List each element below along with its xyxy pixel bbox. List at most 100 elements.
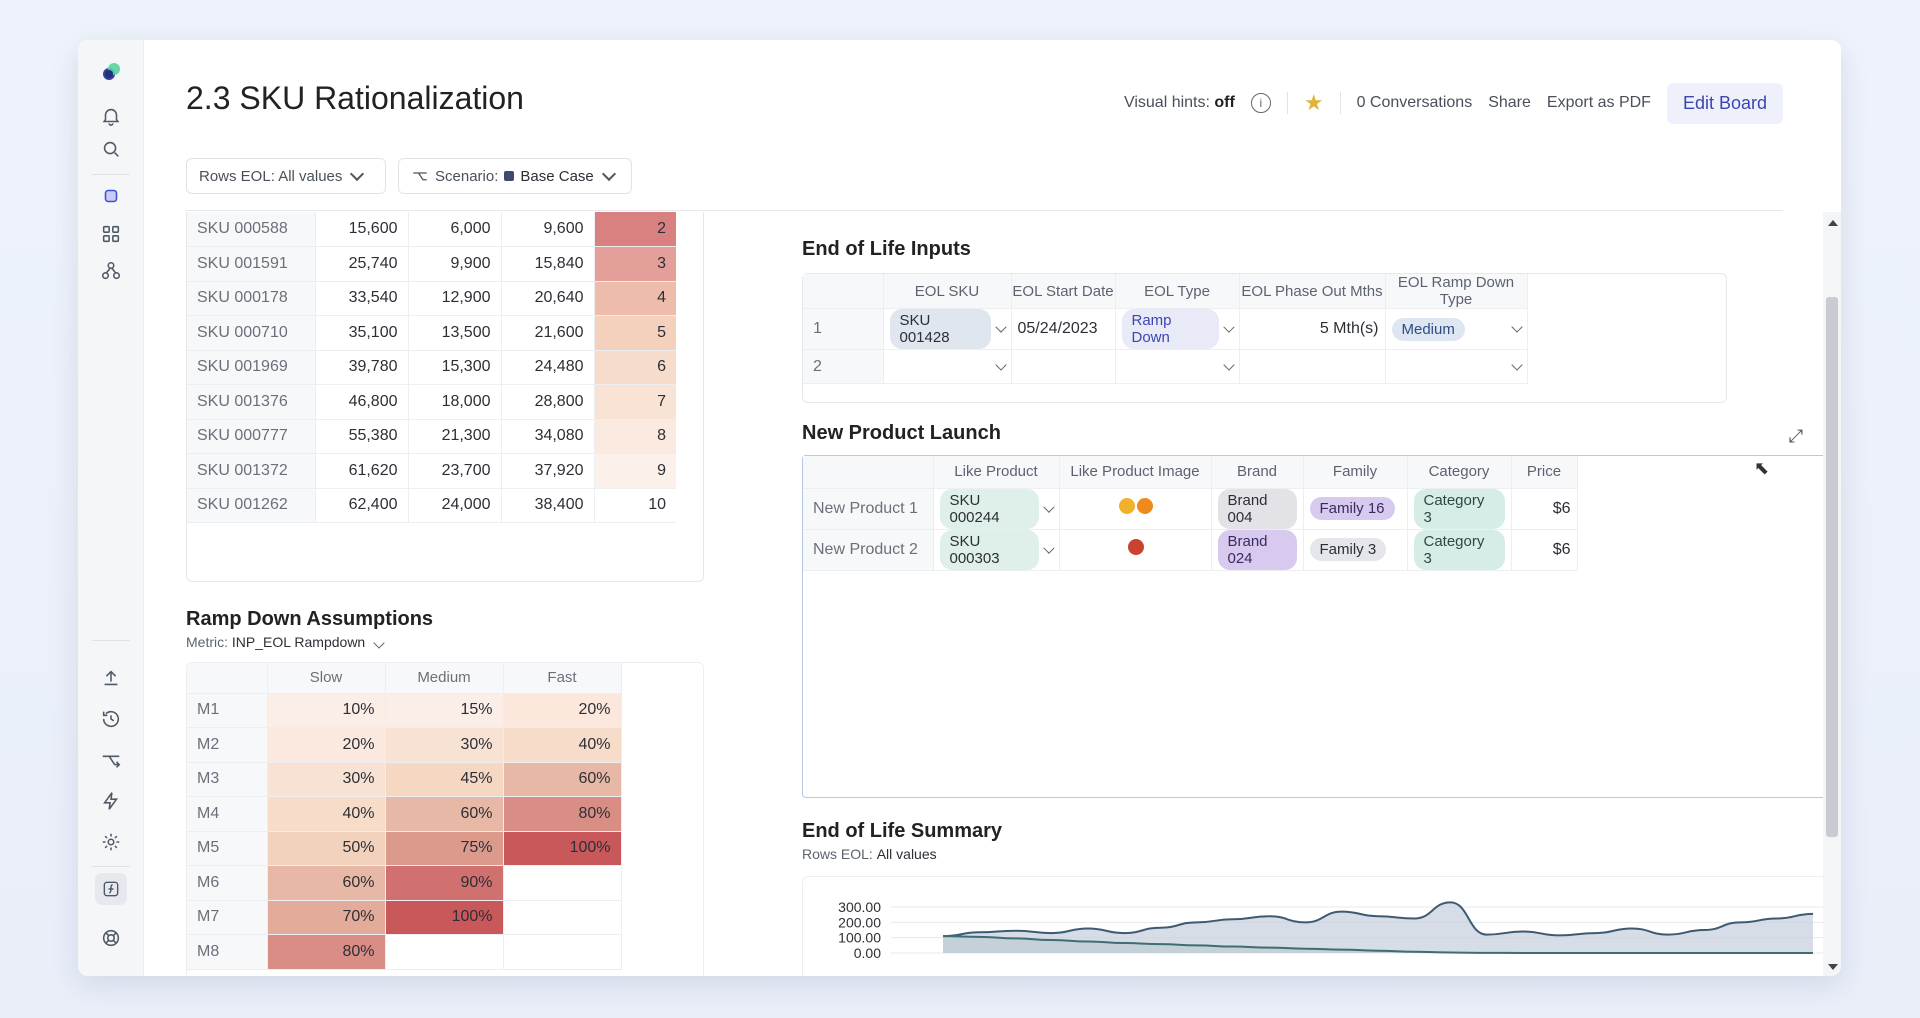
eol-phase-out-mths[interactable] — [1239, 349, 1386, 384]
ramp-cell[interactable]: 80% — [267, 934, 386, 970]
table-row: M5 50% 75% 100% — [187, 831, 622, 866]
ramp-cell[interactable]: 75% — [385, 831, 504, 866]
column-header: EOL Ramp Down Type — [1385, 274, 1528, 309]
bell-icon[interactable] — [97, 102, 125, 130]
family-pill: Family 3 — [1309, 538, 1387, 561]
scenario-filter[interactable]: Scenario: Base Case — [398, 158, 632, 194]
ramp-cell[interactable]: 40% — [503, 727, 622, 763]
visual-hints-toggle[interactable]: Visual hints: off — [1124, 94, 1235, 112]
rows-eol-filter[interactable]: Rows EOL: All values — [186, 158, 386, 194]
summary-filter-label: Rows EOL: — [802, 846, 873, 862]
chevron-down-icon — [1223, 321, 1235, 333]
column-header: Medium — [385, 663, 504, 694]
info-icon[interactable]: i — [1250, 93, 1271, 113]
vertical-scrollbar[interactable] — [1823, 212, 1841, 976]
ramp-cell[interactable]: 60% — [503, 762, 622, 797]
star-icon[interactable]: ★ — [1303, 90, 1324, 115]
table-row: SKU 001376 46,800 18,000 28,800 7 — [187, 384, 676, 420]
family-cell: Family 16 — [1303, 488, 1408, 530]
scroll-up-arrow[interactable] — [1828, 220, 1838, 226]
ramp-cell[interactable]: 80% — [503, 796, 622, 832]
ramp-cell[interactable] — [503, 865, 622, 901]
ramp-cell[interactable]: 30% — [267, 762, 386, 797]
ramp-cell[interactable]: 60% — [385, 796, 504, 832]
eol-start-date[interactable] — [1011, 349, 1116, 384]
column-header: Brand — [1211, 456, 1304, 489]
scroll-thumb[interactable] — [1826, 297, 1838, 837]
export-pdf-button[interactable]: Export as PDF — [1546, 94, 1651, 111]
eol-ramp-type-dropdown[interactable]: Medium — [1385, 308, 1528, 350]
rank-cell: 8 — [594, 419, 676, 454]
ramp-cell[interactable] — [503, 900, 622, 935]
ramp-cell[interactable]: 10% — [267, 693, 386, 728]
rank-cell: 4 — [594, 281, 676, 316]
like-product-dropdown[interactable]: SKU 000303 — [933, 529, 1060, 571]
formula-icon[interactable] — [95, 873, 127, 905]
ramp-cell[interactable]: 40% — [267, 796, 386, 832]
eol-ramp-type-dropdown[interactable] — [1385, 349, 1528, 384]
ramp-cell[interactable]: 45% — [385, 762, 504, 797]
eol-sku-dropdown[interactable] — [883, 349, 1012, 384]
column-header: EOL Type — [1115, 274, 1240, 309]
ramp-cell[interactable]: 15% — [385, 693, 504, 728]
column-header: EOL SKU — [883, 274, 1012, 309]
ramp-cell[interactable]: 100% — [385, 900, 504, 935]
metric-value: INP_EOL Rampdown — [231, 634, 366, 650]
conversations-button[interactable]: 0 Conversations — [1356, 94, 1473, 111]
series-line[interactable] — [942, 901, 1814, 938]
lightning-icon[interactable] — [97, 787, 125, 815]
brand-cell: Brand 024 — [1211, 529, 1304, 571]
ramp-cell[interactable]: 50% — [267, 831, 386, 866]
series-line[interactable] — [942, 935, 1813, 954]
eol-sku-dropdown[interactable]: SKU 001428 — [883, 308, 1012, 350]
value-cell: 55,380 — [315, 419, 409, 454]
share-button[interactable]: Share — [1488, 94, 1531, 111]
npl-panel: Like Product Like Product Image Brand Famil… — [802, 455, 1841, 798]
settings-icon[interactable] — [97, 828, 125, 856]
ramp-cell[interactable] — [503, 934, 622, 970]
logo-icon[interactable] — [97, 58, 125, 86]
edit-board-button[interactable]: Edit Board — [1666, 82, 1783, 124]
ramp-cell[interactable]: 100% — [503, 831, 622, 866]
search-icon[interactable] — [97, 135, 125, 163]
history-icon[interactable] — [97, 705, 125, 733]
ramp-cell[interactable]: 30% — [385, 727, 504, 763]
ramp-cell[interactable] — [385, 934, 504, 970]
column-header: Like Product — [933, 456, 1060, 489]
scenario-icon[interactable] — [97, 746, 125, 774]
fruit-image — [1119, 498, 1135, 514]
ramp-cell[interactable]: 20% — [503, 693, 622, 728]
upload-icon[interactable] — [97, 664, 125, 692]
help-icon[interactable] — [97, 924, 125, 952]
expand-icon[interactable]: ⤢ — [1788, 425, 1804, 446]
board-icon[interactable] — [97, 182, 125, 210]
value-cell: 15,840 — [501, 246, 595, 282]
rank-cell: 9 — [594, 453, 676, 489]
brand-pill: Brand 024 — [1217, 529, 1297, 570]
ramp-cell[interactable]: 20% — [267, 727, 386, 763]
column-header: Category — [1407, 456, 1512, 489]
sku-cell: SKU 001969 — [187, 350, 316, 385]
ramp-cell[interactable]: 60% — [267, 865, 386, 901]
eol-type-dropdown[interactable]: Ramp Down — [1115, 308, 1240, 350]
row-label: M7 — [187, 900, 268, 935]
scroll-down-arrow[interactable] — [1828, 964, 1838, 970]
like-product-dropdown-value: SKU 000303 — [939, 529, 1039, 570]
ramp-metric-selector[interactable]: Metric: INP_EOL Rampdown — [186, 634, 385, 650]
model-icon[interactable] — [97, 257, 125, 285]
like-product-dropdown[interactable]: SKU 000244 — [933, 488, 1060, 530]
category-pill: Category 3 — [1413, 529, 1505, 570]
value-cell: 21,600 — [501, 315, 595, 351]
ramp-cell[interactable]: 90% — [385, 865, 504, 901]
value-cell: 13,500 — [408, 315, 502, 351]
eol-phase-out-mths[interactable]: 5 Mth(s) — [1239, 308, 1386, 350]
price-cell[interactable]: $6 — [1511, 529, 1578, 571]
npl-table: Like Product Like Product Image Brand Famil… — [803, 456, 1578, 571]
ramp-cell[interactable]: 70% — [267, 900, 386, 935]
chevron-down-icon — [1043, 501, 1055, 512]
scenario-label: Scenario: — [435, 167, 499, 185]
eol-type-dropdown[interactable] — [1115, 349, 1240, 384]
eol-start-date[interactable]: 05/24/2023 — [1011, 308, 1116, 350]
price-cell[interactable]: $6 — [1511, 488, 1578, 530]
grid-icon[interactable] — [97, 220, 125, 248]
